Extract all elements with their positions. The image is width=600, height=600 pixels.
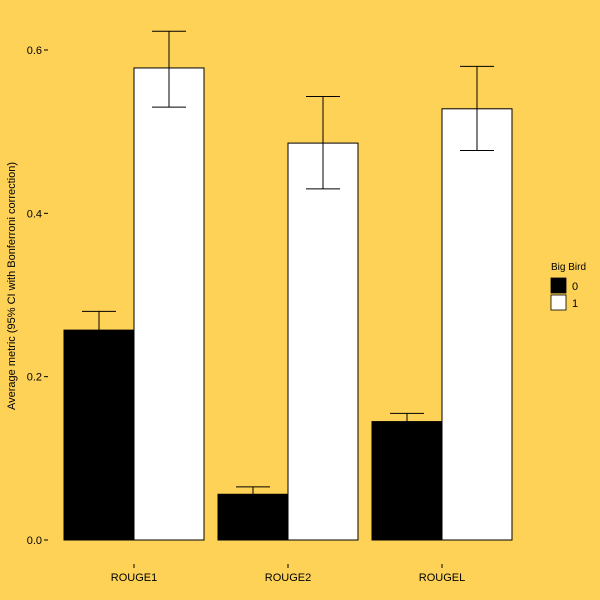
error-bar bbox=[306, 96, 340, 190]
x-tick-label: ROUGE2 bbox=[265, 572, 311, 584]
error-bar bbox=[82, 310, 116, 345]
y-tick-label: 0.6 bbox=[27, 45, 42, 57]
bar-rouge2-series-1 bbox=[287, 142, 359, 541]
plot-area bbox=[63, 30, 513, 541]
bar-rouge1-series-1 bbox=[133, 67, 205, 541]
legend-label-0: 0 bbox=[572, 281, 578, 293]
bar-rougel-series-1 bbox=[441, 108, 513, 541]
y-tick-label: 0.4 bbox=[27, 208, 42, 220]
legend-swatch-1 bbox=[550, 294, 567, 311]
legend-swatch-0 bbox=[550, 277, 567, 294]
error-bar bbox=[152, 30, 186, 108]
y-tick-label: 0.2 bbox=[27, 372, 42, 384]
y-tick-label: 0.0 bbox=[27, 535, 42, 547]
error-bar bbox=[236, 486, 270, 502]
error-bar bbox=[390, 412, 424, 428]
x-tick-label: ROUGEL bbox=[419, 572, 465, 584]
bar-rouge1-series-0 bbox=[63, 329, 135, 541]
legend-label-1: 1 bbox=[572, 298, 578, 310]
y-axis: 0.0 0.2 0.4 0.6 bbox=[27, 45, 48, 547]
legend-title: Big Bird bbox=[551, 262, 586, 273]
y-axis-title: Average metric (95% CI with Bonferroni c… bbox=[6, 162, 18, 410]
bar-rougel-series-0 bbox=[371, 421, 443, 541]
x-tick-label: ROUGE1 bbox=[111, 572, 157, 584]
legend: Big Bird 0 1 bbox=[550, 262, 586, 311]
x-axis: ROUGE1 ROUGE2 ROUGEL bbox=[111, 564, 465, 584]
error-bar bbox=[460, 65, 494, 151]
